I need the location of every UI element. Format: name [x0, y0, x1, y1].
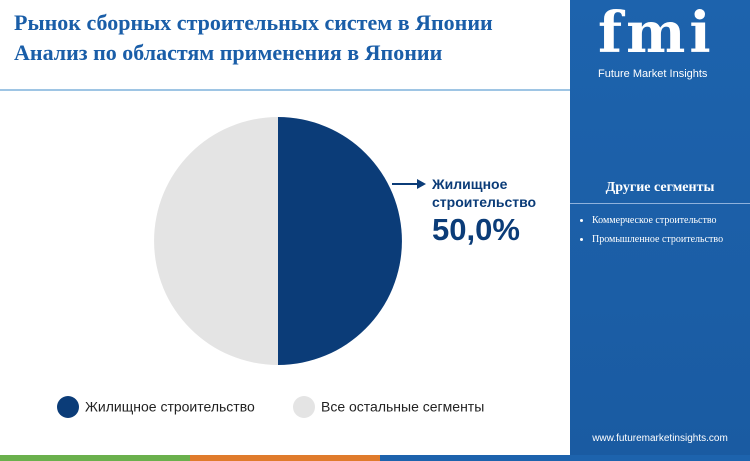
url: www.futuremarketinsights.com: [592, 433, 728, 444]
footer-strip: [380, 455, 750, 461]
chart-subtitle: Анализ по областям применения в Японии: [14, 40, 443, 65]
annotation-arrowhead: [417, 179, 426, 189]
sidebar-heading: Другие сегменты: [605, 180, 715, 195]
legend-label: Жилищное строительство: [85, 399, 255, 415]
legend-swatch: [57, 396, 79, 418]
brand: Future Market Insights: [598, 68, 708, 80]
slice-annotation: Жилищное строительство: [432, 176, 537, 210]
divider: [570, 203, 750, 204]
logo: fmi: [598, 0, 715, 66]
footer-strip: [0, 455, 190, 461]
segment-item: Коммерческое строительство: [592, 212, 732, 229]
legend-label: Все остальные сегменты: [321, 399, 484, 415]
value-label: 50,0%: [432, 212, 520, 247]
segment-item: Промышленное строительство: [592, 231, 732, 248]
segment-list: Коммерческое строительство Промышленное …: [576, 212, 732, 250]
sidebar: fmi Future Market Insights Другие сегмен…: [570, 0, 750, 455]
chart-title: Рынок сборных строительных систем в Япон…: [14, 10, 493, 35]
footer-strip: [190, 455, 380, 461]
pie-slice: [278, 117, 402, 365]
pie-slice: [154, 117, 278, 365]
legend-swatch: [293, 396, 315, 418]
